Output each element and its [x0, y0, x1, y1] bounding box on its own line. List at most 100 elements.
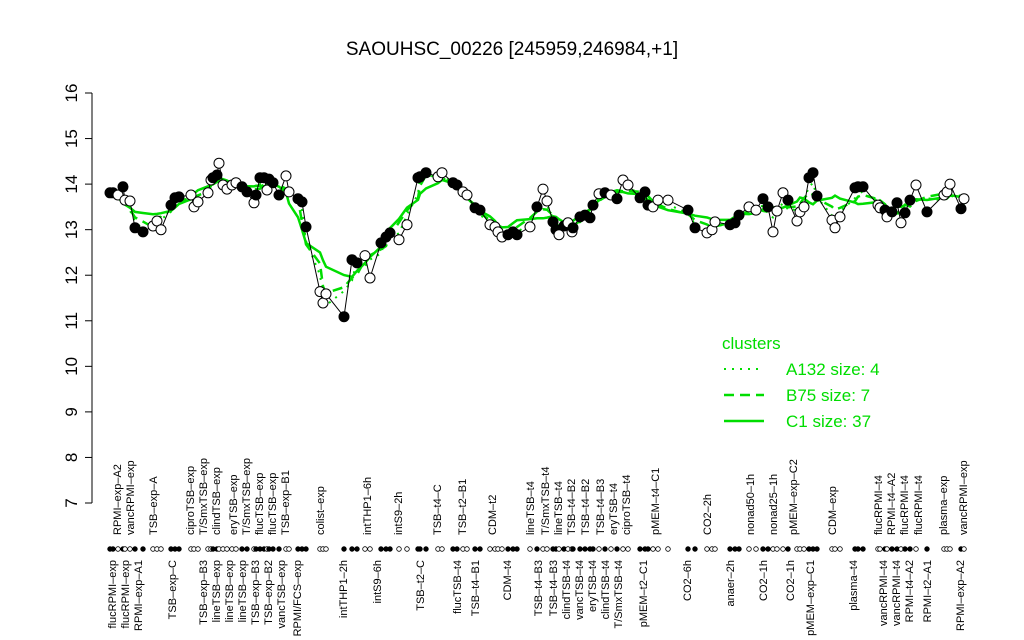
x-label-bottom: RPMI–exp–A2 [955, 560, 967, 631]
rug-marker [877, 546, 883, 552]
data-point [899, 207, 911, 219]
y-tick-label: 14 [62, 175, 81, 194]
y-tick-label: 8 [62, 453, 81, 462]
x-label-bottom: vancRPMI–t4 [878, 560, 890, 626]
rug-marker [947, 546, 953, 552]
cluster-b75-line [109, 174, 965, 295]
rug-marker [534, 546, 540, 552]
data-point [891, 197, 903, 209]
x-label-top: flucRPMI–t4 [873, 475, 885, 535]
rug-marker [472, 546, 478, 552]
rug-marker [655, 546, 661, 552]
data-point [709, 216, 721, 228]
rug-marker [439, 546, 445, 552]
rug-marker [477, 546, 483, 552]
rug-marker [514, 546, 520, 552]
data-point [798, 201, 810, 213]
rug-marker [233, 546, 239, 552]
x-label-bottom: RPMI/FCS–exp [292, 560, 304, 636]
legend-label-b75: B75 size: 7 [786, 386, 870, 405]
data-point [267, 177, 279, 189]
data-point [622, 179, 634, 191]
x-label-bottom: vancTSB–t4 [574, 560, 586, 620]
rug-marker [774, 546, 780, 552]
chart-title: SAOUHSC_00226 [245959,246984,+1] [346, 39, 678, 60]
x-label-top: RPMI–exp–A2 [112, 464, 124, 535]
data-point [807, 167, 819, 179]
y-tick-label: 12 [62, 266, 81, 285]
data-point [320, 288, 332, 300]
rug-marker [582, 546, 588, 552]
rug-marker [961, 546, 967, 552]
x-label-bottom: TSB–exp–B3 [250, 560, 262, 625]
rug-marker [354, 546, 360, 552]
rug-marker [692, 546, 698, 552]
rug-marker [270, 546, 276, 552]
x-label-bottom: TSB–exp–C [167, 560, 179, 619]
x-label-bottom: TSB–t4–B3 [548, 560, 560, 616]
x-label-bottom: CO2–6h [682, 560, 694, 601]
rug-marker [596, 546, 602, 552]
x-label-top: CO2–2h [702, 494, 714, 535]
x-label-bottom: plasma–t4 [848, 560, 860, 611]
data-point [351, 257, 363, 269]
x-label-top: TSB–t4–C [432, 484, 444, 535]
x-label-top: CDM–exp [827, 486, 839, 535]
rug-marker [884, 546, 890, 552]
data-point [895, 217, 907, 229]
data-point [584, 212, 596, 224]
data-point [958, 193, 970, 205]
data-point [782, 194, 794, 206]
rug-marker [746, 546, 752, 552]
data-point [364, 272, 376, 284]
x-label-bottom: lineTSB–exp [237, 560, 249, 622]
data-point [474, 204, 486, 216]
data-point [155, 224, 167, 236]
rug-marker [860, 546, 866, 552]
x-label-bottom: flucTSB–t4 [452, 560, 464, 614]
data-point [955, 203, 967, 215]
data-point [553, 229, 565, 241]
rug-marker [323, 546, 329, 552]
cluster-lines [109, 171, 965, 308]
data-point [733, 209, 745, 221]
x-label-top: intTHP1–6h [362, 477, 374, 535]
y-tick-label: 9 [62, 407, 81, 416]
rug-marker [614, 546, 620, 552]
x-label-top: lineTSB–t4 [525, 481, 537, 535]
data-point [393, 234, 405, 246]
data-point [213, 157, 225, 169]
rug-marker [577, 546, 583, 552]
x-label-top: plasma–exp [938, 476, 950, 535]
data-point [587, 199, 599, 211]
x-label-top: T/SmxTSB–exp [198, 458, 210, 535]
data-point [639, 186, 651, 198]
rug-marker [704, 546, 710, 552]
data-point [261, 184, 273, 196]
data-point [829, 222, 841, 234]
data-point [117, 181, 129, 193]
rug-marker [110, 546, 116, 552]
rug-marker [127, 546, 133, 552]
data-point [662, 194, 674, 206]
y-tick-label: 15 [62, 129, 81, 148]
data-point [401, 219, 413, 231]
x-label-bottom: TSB–t4–B1 [470, 560, 482, 616]
rug-marker [239, 546, 245, 552]
data-point [762, 201, 774, 213]
y-axis: 7 8 9 10 11 12 13 14 15 16 [62, 84, 93, 508]
rug-marker [244, 546, 250, 552]
legend-title: clusters [722, 334, 781, 353]
data-point [904, 194, 916, 206]
rug-marker [907, 546, 913, 552]
data-point [689, 222, 701, 234]
legend-label-a132: A132 size: 4 [786, 360, 880, 379]
rug-marker [570, 546, 576, 552]
x-label-top: vancRPMI–exp [125, 460, 137, 535]
data-point [771, 205, 783, 217]
rug-marker [122, 546, 128, 552]
rug-marker [620, 546, 626, 552]
x-label-bottom: CDM–t4 [502, 560, 514, 600]
data-point [280, 170, 292, 182]
y-tick-label: 11 [62, 312, 81, 330]
